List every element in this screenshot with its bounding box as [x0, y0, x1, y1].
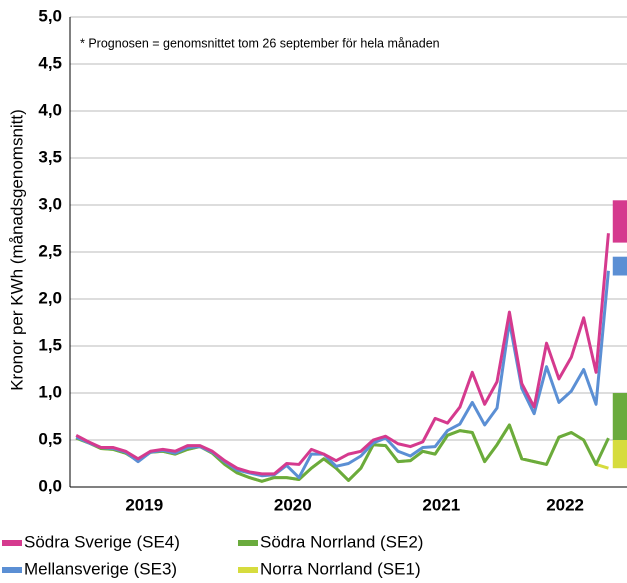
legend-label: Mellansverige (SE3): [24, 559, 177, 578]
forecast-bar: [612, 200, 627, 243]
y-tick-label: 4,5: [38, 53, 62, 72]
series-line: [75, 423, 610, 483]
forecast-bar: [612, 393, 627, 440]
legend-swatch: [2, 567, 22, 573]
y-tick-label: 2,5: [38, 241, 62, 260]
x-tick-label: 2022: [546, 495, 584, 514]
series-line: [75, 270, 610, 480]
x-tick-label: 2020: [274, 495, 312, 514]
y-tick-label: 3,0: [38, 194, 62, 213]
legend-swatch: [238, 567, 258, 573]
y-tick-label: 1,5: [38, 335, 62, 354]
y-tick-label: 4,0: [38, 100, 62, 119]
legend-label: Norra Norrland (SE1): [260, 559, 421, 578]
legend-swatch: [238, 540, 258, 546]
annotation: * Prognosen = genomsnittet tom 26 septem…: [80, 36, 440, 50]
legend-label: Södra Norrland (SE2): [260, 532, 423, 551]
series-line: [75, 233, 610, 476]
y-tick-label: 0,0: [38, 476, 62, 495]
y-tick-label: 0,5: [38, 429, 62, 448]
legend-swatch: [2, 540, 22, 546]
forecast-bar: [612, 256, 627, 276]
x-tick-label: 2021: [422, 495, 460, 514]
y-tick-label: 3,5: [38, 147, 62, 166]
legend-label: Södra Sverige (SE4): [24, 532, 180, 551]
x-tick-label: 2019: [125, 495, 163, 514]
y-tick-label: 5,0: [38, 6, 62, 25]
y-tick-label: 1,0: [38, 382, 62, 401]
y-axis-label: Kronor per KWh (månadsgenomsnitt): [7, 109, 26, 391]
forecast-bar: [612, 440, 627, 469]
y-tick-label: 2,0: [38, 288, 62, 307]
